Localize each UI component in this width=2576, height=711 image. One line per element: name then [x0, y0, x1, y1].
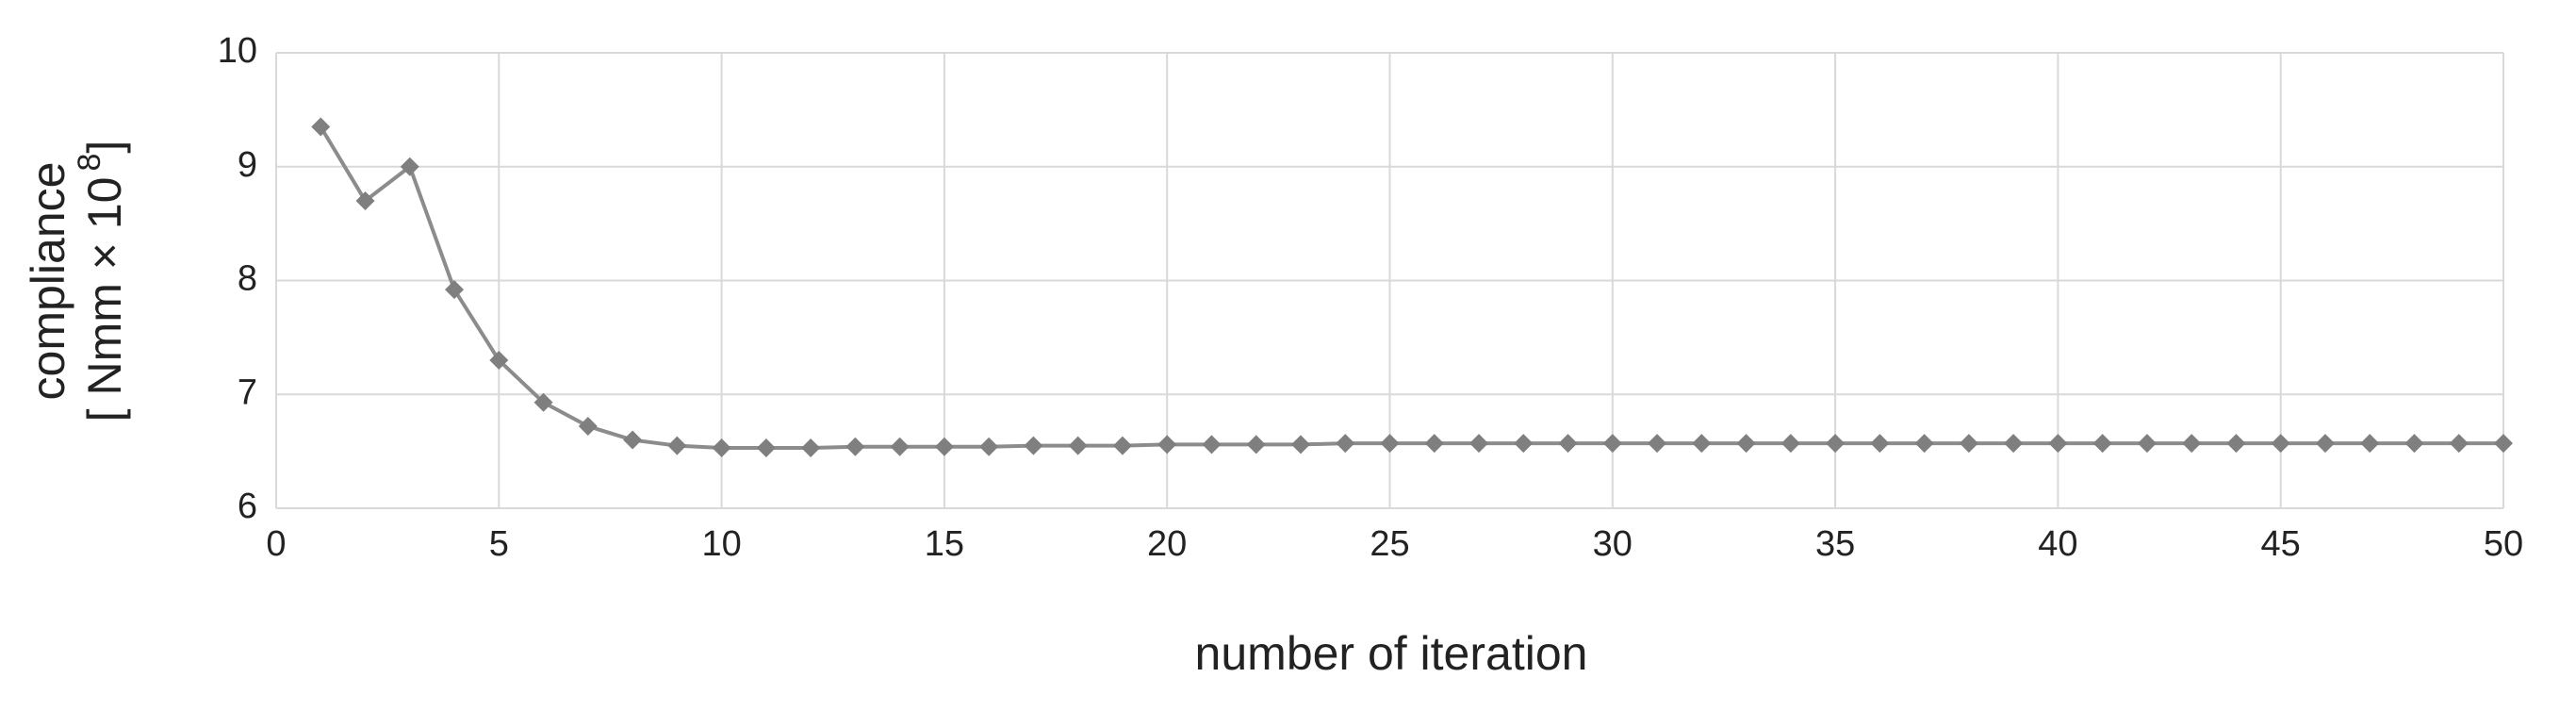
point-marker [1336, 434, 1355, 454]
x-tick-label: 20 [1147, 524, 1187, 564]
x-tick-label: 35 [1815, 524, 1855, 564]
x-tick-label: 30 [1593, 524, 1633, 564]
x-tick-label: 10 [701, 524, 741, 564]
point-marker [1870, 434, 1890, 454]
point-marker [1558, 434, 1578, 454]
point-marker [2404, 434, 2424, 454]
point-marker [667, 436, 687, 455]
point-marker [2182, 434, 2202, 454]
point-marker [2048, 434, 2068, 454]
point-marker [2360, 434, 2380, 454]
point-marker [979, 437, 999, 456]
x-tick-label: 50 [2484, 524, 2523, 564]
x-tick-label: 40 [2038, 524, 2077, 564]
point-marker [311, 117, 331, 137]
point-marker [1202, 435, 1222, 455]
point-marker [1959, 434, 1978, 454]
y-unit-text: [ Nmm × 10 [78, 177, 131, 422]
point-marker [1602, 434, 1622, 454]
point-marker [2271, 434, 2290, 454]
point-marker [1469, 434, 1489, 454]
y-unit-end: ] [78, 141, 131, 154]
point-marker [1914, 434, 1934, 454]
x-tick-label: 25 [1370, 524, 1409, 564]
point-marker [2315, 434, 2335, 454]
point-marker [355, 190, 375, 210]
point-marker [1826, 434, 1846, 454]
point-marker [578, 417, 598, 437]
y-tick-label: 10 [218, 31, 257, 71]
x-tick-label: 45 [2261, 524, 2301, 564]
point-marker [845, 437, 865, 456]
y-axis-title: compliance [22, 162, 74, 401]
point-marker [1112, 436, 1132, 455]
y-unit-exponent: 8 [72, 154, 107, 172]
x-tick-label: 5 [489, 524, 509, 564]
point-marker [1290, 435, 1310, 455]
x-axis-title: number of iteration [1195, 627, 1588, 680]
point-marker [2494, 434, 2513, 454]
point-marker [712, 438, 731, 458]
point-marker [2449, 434, 2469, 454]
point-marker [2137, 434, 2157, 454]
point-marker [1692, 434, 1712, 454]
point-marker [1024, 436, 1043, 455]
point-marker [489, 351, 509, 371]
series-line [319, 125, 2503, 451]
x-tick-label: 0 [266, 524, 286, 564]
point-marker [1780, 434, 1800, 454]
y-tick-label: 8 [238, 259, 257, 299]
x-tick-label: 15 [925, 524, 964, 564]
point-marker [934, 437, 954, 456]
point-marker [2092, 434, 2112, 454]
point-marker [1068, 436, 1088, 455]
y-tick-label: 6 [238, 487, 257, 526]
point-marker [533, 392, 553, 412]
y-axis-unit: [ Nmm × 10 8] [72, 141, 131, 422]
point-marker [2226, 434, 2246, 454]
point-marker [1648, 434, 1667, 454]
point-marker [756, 438, 776, 458]
point-marker [1157, 435, 1177, 455]
point-marker [2004, 434, 2024, 454]
point-marker [1424, 434, 1444, 454]
point-marker [1736, 434, 1756, 454]
y-tick-label: 9 [238, 145, 257, 185]
y-tick-label: 7 [238, 372, 257, 412]
point-marker [1380, 434, 1400, 454]
point-marker [400, 157, 419, 176]
point-marker [890, 437, 910, 456]
point-marker [801, 438, 821, 458]
point-marker [623, 430, 643, 450]
point-marker [1514, 434, 1534, 454]
point-marker [445, 280, 465, 300]
point-marker [1246, 435, 1266, 455]
